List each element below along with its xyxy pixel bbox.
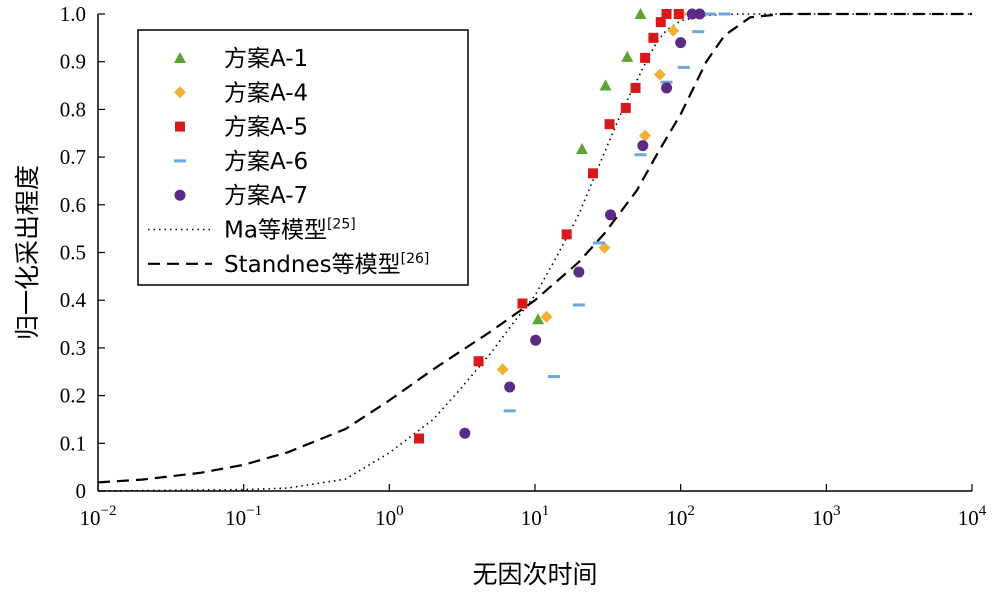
circle-marker xyxy=(637,140,649,152)
y-tick-label: 1.0 xyxy=(60,2,86,26)
dash-marker xyxy=(677,65,690,69)
legend-box xyxy=(137,29,469,286)
triangle-marker xyxy=(532,313,545,325)
triangle-marker xyxy=(621,50,634,62)
circle-marker xyxy=(530,334,542,346)
dash-marker xyxy=(660,80,673,84)
y-tick-label: 0.9 xyxy=(60,50,86,74)
y-tick-label: 0.8 xyxy=(60,97,86,121)
legend-label: 方案A-4 xyxy=(224,80,308,106)
circle-marker xyxy=(459,427,471,439)
y-tick-label: 0.5 xyxy=(60,241,86,265)
circle-marker xyxy=(675,37,687,49)
square-marker xyxy=(587,168,598,179)
y-axis-label: 归一化采出程度 xyxy=(13,165,42,340)
triangle-marker xyxy=(174,52,186,63)
dash-marker xyxy=(592,241,605,245)
dash-marker xyxy=(703,12,716,16)
standnes-model-curve xyxy=(97,12,972,484)
triangle-marker xyxy=(634,8,647,19)
legend-label: 方案A-5 xyxy=(224,115,308,141)
square-marker xyxy=(473,356,484,367)
square-marker xyxy=(655,17,666,28)
diamond-marker xyxy=(174,86,186,99)
legend-label: 方案A-6 xyxy=(224,149,308,175)
dash-marker xyxy=(572,303,585,307)
x-tick-label: 104 xyxy=(958,503,987,530)
dash-marker xyxy=(692,30,705,34)
y-tick-label: 0.1 xyxy=(60,431,86,455)
square-marker xyxy=(604,119,615,130)
x-tick-label: 10−2 xyxy=(80,503,117,530)
square-marker xyxy=(661,9,672,19)
y-tick-label: 0 xyxy=(76,479,87,503)
circle-marker xyxy=(504,381,516,393)
circle-marker xyxy=(174,189,186,201)
y-tick-label: 0.7 xyxy=(60,145,86,169)
x-tick-label: 100 xyxy=(375,503,404,530)
square-marker xyxy=(175,121,185,132)
dash-marker xyxy=(547,375,560,379)
square-marker xyxy=(620,102,631,113)
square-marker xyxy=(640,52,651,63)
diamond-marker xyxy=(496,363,509,376)
diamond-marker xyxy=(540,310,553,323)
diamond-marker xyxy=(653,68,666,81)
y-tick-label: 0.6 xyxy=(60,193,86,217)
y-tick-label: 0.3 xyxy=(60,336,86,360)
legend-label: Standnes等模型[26] xyxy=(224,251,429,278)
x-tick-label: 102 xyxy=(666,503,695,530)
x-tick-label: 101 xyxy=(521,503,550,530)
square-marker xyxy=(648,32,659,43)
axes: 10−2 10−1 100 101 102 103 104 0 0.1 0.2 0.3 0.4 0.5 0… xyxy=(60,2,987,530)
legend-label: 方案A-7 xyxy=(224,183,308,209)
square-marker xyxy=(673,9,684,19)
square-marker xyxy=(630,82,641,93)
square-marker xyxy=(517,298,528,309)
diamond-marker xyxy=(639,129,652,142)
triangle-marker xyxy=(575,142,588,154)
circle-marker xyxy=(573,266,585,278)
y-tick-label: 0.4 xyxy=(60,288,87,312)
square-marker xyxy=(561,229,572,240)
circle-marker xyxy=(605,209,617,221)
triangle-marker xyxy=(599,79,612,91)
x-tick-label: 103 xyxy=(812,503,841,530)
dash-marker xyxy=(174,159,186,163)
y-tick-label: 0.2 xyxy=(60,384,86,408)
circle-marker xyxy=(661,82,673,94)
diamond-marker xyxy=(667,24,680,37)
legend: 方案A-1 方案A-4 方案A-5 方案A-6 方案A-7 Ma等模型[25] Standn… xyxy=(137,29,469,286)
x-tick-label: 10−1 xyxy=(225,503,262,530)
dash-marker xyxy=(634,153,647,157)
legend-label: Ma等模型[25] xyxy=(224,217,356,244)
square-marker xyxy=(414,433,425,444)
dash-marker xyxy=(718,12,731,16)
circle-marker xyxy=(694,8,706,20)
legend-label: 方案A-1 xyxy=(224,46,308,72)
dash-marker xyxy=(503,409,516,413)
data-markers xyxy=(414,8,731,444)
x-axis-label: 无因次时间 xyxy=(472,560,597,589)
diamond-marker xyxy=(598,241,611,254)
